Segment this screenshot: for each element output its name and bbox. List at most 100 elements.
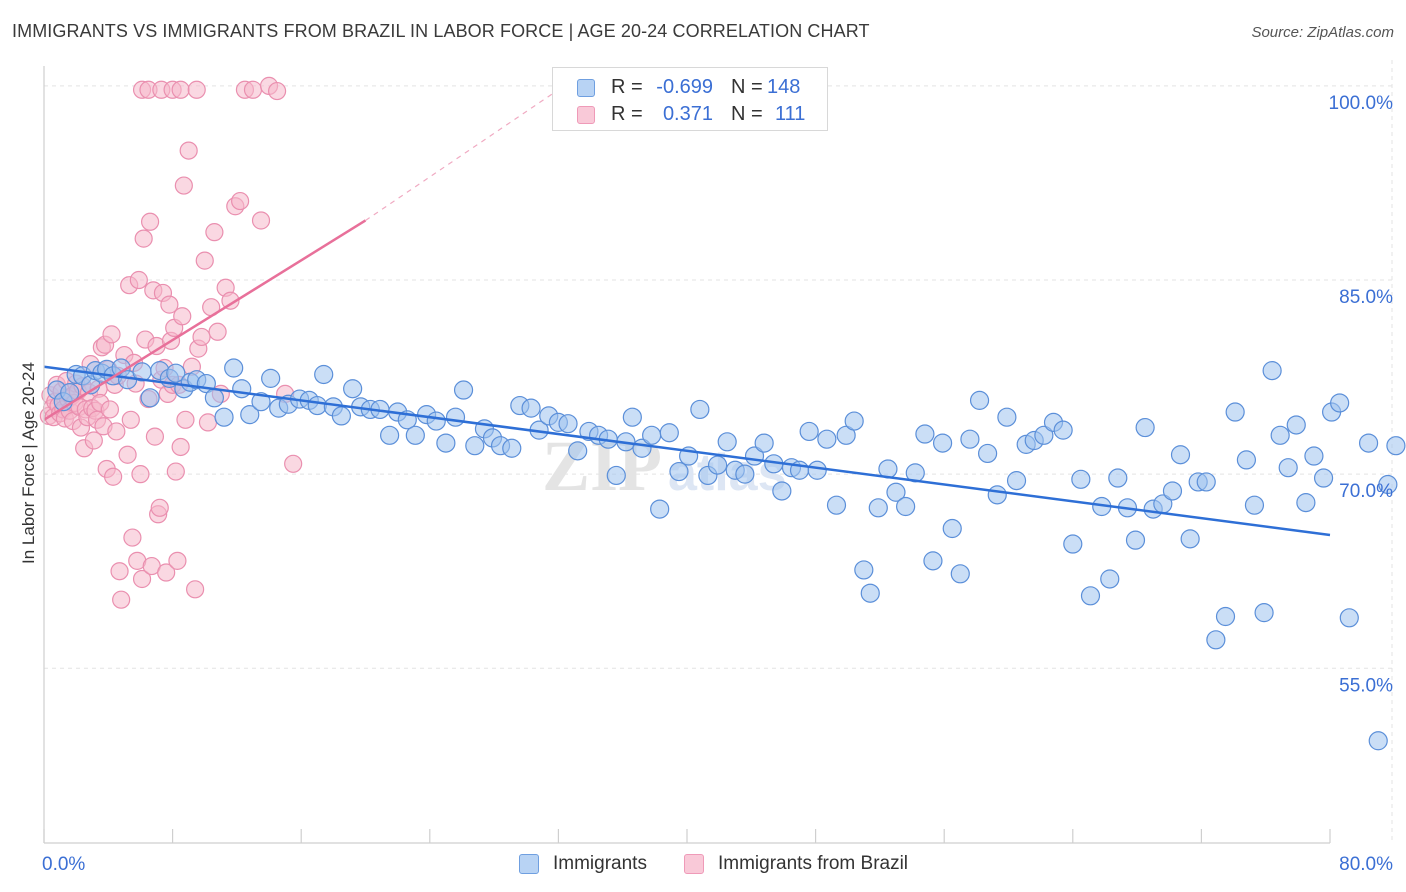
point-immigrants — [331, 406, 351, 426]
stats-legend: R = -0.699 N = 148 R = 0.371 N = 111 — [552, 67, 828, 131]
point-immigrants — [60, 383, 80, 403]
point-brazil — [192, 327, 211, 347]
point-brazil — [208, 322, 227, 341]
point-brazil — [174, 176, 193, 195]
point-immigrants — [1071, 469, 1091, 489]
point-immigrants — [606, 465, 626, 486]
point-immigrants — [1034, 425, 1054, 445]
point-immigrants — [240, 405, 260, 425]
point-immigrants — [754, 433, 774, 453]
series-immigrants-points — [47, 358, 1406, 751]
point-immigrants — [436, 433, 456, 453]
trend-line-brazil — [43, 219, 367, 421]
point-brazil — [171, 80, 190, 99]
point-brazil — [104, 467, 123, 486]
point-brazil — [145, 427, 165, 446]
point-immigrants — [1339, 608, 1359, 628]
point-immigrants — [1215, 606, 1236, 627]
point-immigrants — [1180, 529, 1200, 549]
point-immigrants — [204, 388, 224, 408]
point-immigrants — [844, 411, 864, 431]
trend-line-immigrants — [43, 365, 1331, 537]
point-immigrants — [1063, 534, 1083, 554]
point-immigrants — [232, 379, 252, 399]
point-immigrants — [261, 368, 281, 388]
point-immigrants — [1162, 481, 1183, 501]
point-brazil — [157, 563, 176, 582]
point-brazil — [166, 462, 185, 481]
x-tick-label: 80.0% — [1339, 854, 1393, 875]
point-immigrants — [690, 399, 710, 420]
point-immigrants — [799, 421, 819, 442]
point-immigrants — [622, 407, 642, 427]
point-immigrants — [380, 425, 400, 445]
point-immigrants — [1206, 630, 1226, 650]
point-immigrants — [1286, 415, 1306, 435]
point-brazil — [84, 431, 103, 450]
point-immigrants — [1108, 468, 1128, 488]
point-immigrants — [826, 495, 847, 515]
legend-r-value: -0.699 — [656, 76, 713, 98]
point-immigrants — [521, 398, 541, 418]
series-brazil-points — [39, 76, 303, 609]
point-immigrants — [978, 443, 998, 464]
point-immigrants — [465, 436, 485, 456]
point-brazil — [107, 422, 126, 441]
point-immigrants — [932, 433, 953, 453]
point-immigrants — [707, 455, 728, 475]
x-tick-label: 0.0% — [42, 854, 85, 875]
legend-n-label: N = — [731, 76, 763, 98]
point-immigrants — [868, 498, 888, 518]
point-immigrants — [854, 560, 874, 580]
point-immigrants — [1262, 361, 1282, 381]
legend-n-value: 111 — [775, 103, 806, 125]
point-brazil — [284, 454, 303, 473]
point-immigrants — [1313, 468, 1334, 488]
point-immigrants — [502, 438, 522, 458]
point-immigrants — [1378, 474, 1398, 495]
point-immigrants — [1330, 393, 1350, 413]
legend-row-brazil: R = 0.371 N = 111 — [553, 101, 827, 129]
point-immigrants — [1386, 436, 1406, 456]
point-immigrants — [1244, 495, 1265, 515]
point-immigrants — [960, 429, 980, 449]
source-label: Source: ZipAtlas.com — [1251, 24, 1394, 41]
legend-n-label: N = — [731, 103, 763, 125]
point-brazil — [100, 400, 120, 419]
point-immigrants — [896, 496, 916, 517]
point-brazil — [140, 212, 160, 231]
point-immigrants — [166, 363, 186, 383]
point-immigrants — [1368, 731, 1388, 751]
point-immigrants — [307, 395, 327, 416]
legend-label: Immigrants — [553, 853, 647, 874]
point-immigrants — [817, 429, 837, 449]
point-immigrants — [1225, 402, 1245, 422]
point-brazil — [221, 291, 240, 310]
point-immigrants — [1170, 445, 1191, 465]
point-immigrants — [445, 407, 466, 427]
y-tick-label: 55.0% — [1339, 675, 1393, 696]
legend-row-immigrants: R = -0.699 N = 148 — [553, 74, 827, 102]
point-immigrants — [772, 481, 792, 501]
point-immigrants — [1270, 425, 1290, 445]
point-brazil — [129, 270, 148, 290]
point-immigrants — [650, 499, 670, 519]
point-brazil — [176, 410, 195, 429]
point-immigrants — [807, 460, 827, 480]
point-brazil — [110, 562, 129, 581]
point-brazil — [112, 590, 131, 609]
trend-lines — [43, 89, 1331, 537]
point-brazil — [198, 413, 218, 432]
legend-r-label: R = — [611, 103, 643, 125]
point-immigrants — [735, 464, 755, 484]
point-brazil — [243, 80, 263, 99]
point-immigrants — [717, 432, 737, 452]
point-brazil — [195, 251, 214, 270]
point-brazil — [132, 569, 152, 589]
point-immigrants — [923, 551, 943, 571]
point-immigrants — [1100, 569, 1120, 589]
point-brazil — [186, 580, 205, 599]
legend-swatch-pink — [577, 106, 595, 124]
point-brazil — [179, 141, 198, 160]
legend-swatch-pink — [684, 854, 704, 874]
